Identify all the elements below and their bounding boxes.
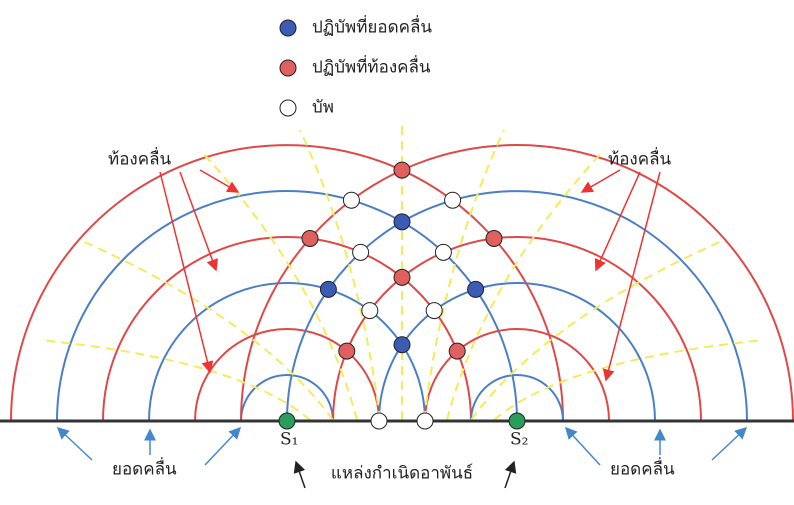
node-dot <box>435 244 451 260</box>
source-dot <box>279 413 295 429</box>
trough-label: ท้องคลื่น <box>608 147 672 170</box>
legend-swatch <box>280 60 296 76</box>
antinode-dot <box>394 214 410 230</box>
node-dot <box>426 303 442 319</box>
antinode-dot <box>302 230 318 246</box>
node-dot <box>371 413 387 429</box>
legend-label: ปฏิบัพที่ท้องคลื่น <box>312 55 431 78</box>
antinode-dot <box>486 230 502 246</box>
antinode-dot <box>394 162 410 178</box>
crest-label: ยอดคลื่น <box>610 457 675 480</box>
crest-arc <box>287 191 747 421</box>
legend-label: บัพ <box>312 98 334 118</box>
legend: ปฏิบัพที่ยอดคลื่น ปฏิบัพที่ท้องคลื่น บัพ <box>280 15 432 118</box>
crest-arc <box>57 191 517 421</box>
node-dot <box>362 303 378 319</box>
sources-caption: แหล่งกำเนิดอาพันธ์ <box>331 464 473 484</box>
antinode-dot <box>394 269 410 285</box>
node-dot <box>417 413 433 429</box>
source-dot <box>509 413 525 429</box>
source-label: S₁ <box>280 430 298 450</box>
legend-label: ปฏิบัพที่ยอดคลื่น <box>312 15 432 38</box>
antinode-dot <box>449 343 465 359</box>
node-dot <box>343 192 359 208</box>
legend-swatch <box>280 100 296 116</box>
antinode-dot <box>320 281 336 297</box>
antinode-dot <box>394 337 410 353</box>
page: ปฏิบัพที่ยอดคลื่น ปฏิบัพที่ท้องคลื่น บัพ… <box>0 0 794 505</box>
antinode-dot <box>339 343 355 359</box>
source-label: S₂ <box>510 430 528 450</box>
crest-label: ยอดคลื่น <box>112 457 177 480</box>
node-dot <box>445 192 461 208</box>
antinode-dot <box>468 281 484 297</box>
diagram: ปฏิบัพที่ยอดคลื่น ปฏิบัพที่ท้องคลื่น บัพ… <box>0 0 794 505</box>
legend-swatch <box>280 20 296 36</box>
node-dot <box>353 244 369 260</box>
trough-label: ท้องคลื่น <box>108 147 172 170</box>
